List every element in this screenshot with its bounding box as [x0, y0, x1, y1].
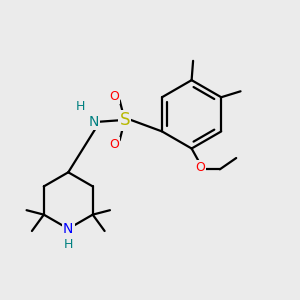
Text: O: O: [110, 138, 119, 151]
Text: S: S: [119, 111, 130, 129]
Text: O: O: [195, 161, 205, 174]
Text: H: H: [76, 100, 85, 113]
Text: N: N: [88, 115, 99, 129]
Text: O: O: [110, 90, 119, 103]
Text: H: H: [64, 238, 73, 251]
Text: N: N: [63, 222, 74, 236]
